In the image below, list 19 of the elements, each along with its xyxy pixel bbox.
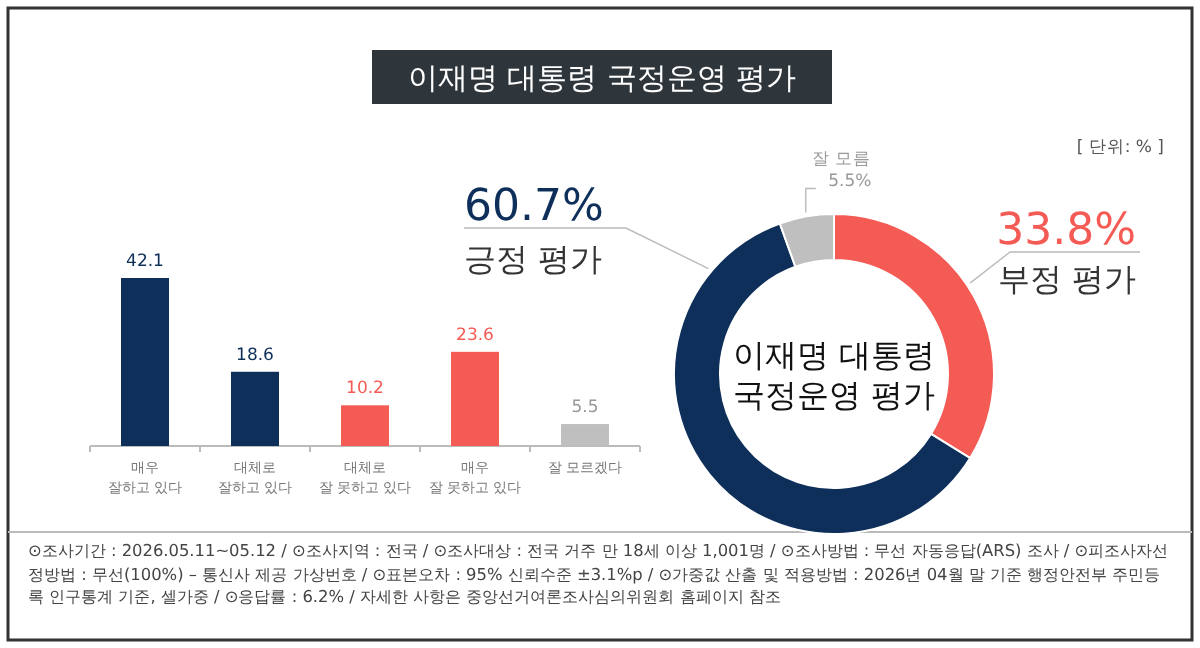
data-label: 23.6 — [456, 325, 494, 346]
slice-label: 부정 평가 — [997, 260, 1136, 298]
data-label: 42.1 — [126, 252, 164, 272]
text: [ 단위: % ] — [1076, 138, 1164, 158]
chart-title: 이재명 대통령 국정운영 평가 — [407, 60, 797, 96]
bar — [121, 278, 169, 446]
slice-label: 긍정 평가 — [464, 240, 603, 278]
data-label: 10.2 — [346, 379, 384, 400]
data-label: 60.7% — [464, 182, 604, 232]
data-label: 5.5% — [828, 172, 872, 193]
text: 이재명 대통령 국정운영 평가 — [732, 336, 936, 414]
data-label: 5.5 — [571, 398, 599, 419]
slice-label: 잘 모름 — [812, 150, 872, 171]
data-label: 18.6 — [236, 345, 274, 366]
bar — [341, 405, 389, 446]
text: ⊙조사기간 : 2026.05.11~05.12 / ⊙조사지역 : 전국 / ⊙조사대상 : 전국 거주 만 18세 이상 1,001명 / ⊙조사방법 : 무선 자동응답(ARS) 조사 / ⊙피조사자선정방법 : 무선(100%) – 통신사 제공 가상번호 / ⊙표본오차 : 95% 신뢰수준 ±3.1%p / ⊙가중값 산출 및 적용방법 : 2026년 04월 말 기준 행정안전부 주민등록 인구통계 기준, 셀가중 / ⊙응답률 : 6.2% / 자세한 사항은 중앙선거여론조사심의위원회 홈페이지 참조 — [28, 540, 1171, 609]
data-label: 33.8% — [996, 206, 1136, 256]
bar — [451, 351, 499, 446]
bar — [231, 371, 279, 446]
